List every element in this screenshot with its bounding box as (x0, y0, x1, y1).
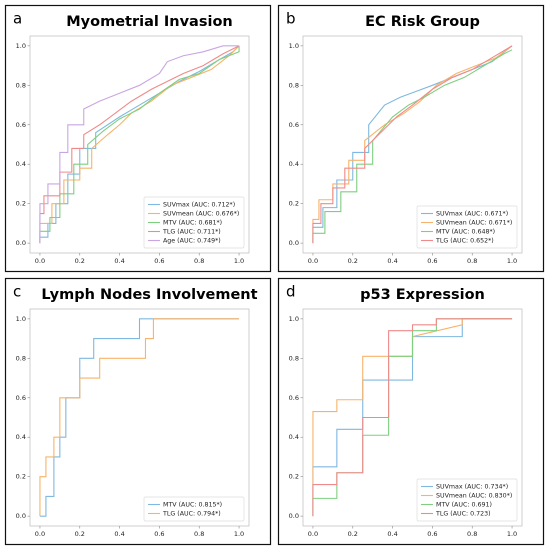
panel-letter: d (286, 283, 296, 301)
y-tick-label: 1.0 (289, 315, 299, 323)
plot-frame (29, 35, 250, 254)
legend-label: TLG (AUC: 0.723) (435, 511, 491, 518)
x-tick-label: 1.0 (234, 257, 244, 265)
panel-letter: b (286, 10, 296, 28)
y-tick-label: 0.6 (289, 121, 299, 129)
y-tick-label: 0.2 (289, 473, 299, 481)
y-tick-label: 0.2 (16, 200, 26, 208)
x-tick-label: 1.0 (234, 530, 244, 538)
x-tick-label: 0.4 (114, 530, 124, 538)
legend-label: TLG (AUC: 0.711*) (162, 229, 221, 236)
x-tick-label: 0.6 (427, 257, 437, 265)
x-tick-label: 1.0 (507, 257, 517, 265)
legend-label: SUVmax (AUC: 0.671*) (436, 211, 508, 218)
legend-label: Age (AUC: 0.749*) (163, 238, 221, 245)
legend-box (143, 196, 245, 249)
x-tick-label: 0.0 (35, 530, 45, 538)
x-tick-label: 0.8 (194, 257, 204, 265)
y-tick-label: 0.4 (289, 433, 299, 441)
legend-label: SUVmax (AUC: 0.712*) (163, 202, 235, 209)
x-tick-label: 0.8 (194, 530, 204, 538)
panel: c Lymph Nodes Involvement 0.0 0.2 0.4 0.6 0.8 1… (4, 277, 272, 546)
legend-box (416, 205, 518, 249)
y-tick-label: 1.0 (16, 315, 26, 323)
panel: b EC Risk Group 0.0 0.2 0.4 0.6 0.8 1.0 0.0 0.2 0.… (277, 4, 545, 273)
roc-line (312, 318, 513, 517)
y-tick-label: 0.8 (16, 81, 26, 89)
x-tick-label: 0.2 (75, 530, 85, 538)
y-tick-label: 1.0 (16, 42, 26, 50)
roc-line (39, 318, 240, 517)
legend-label: SUVmean (AUC: 0.676*) (163, 211, 239, 218)
y-tick-label: 0.0 (16, 512, 26, 520)
plot-frame (302, 35, 523, 254)
legend-label: TLG (AUC: 0.652*) (435, 238, 494, 245)
x-tick-label: 0.4 (387, 530, 397, 538)
panel-letter: c (13, 283, 21, 301)
x-tick-label: 0.2 (348, 257, 358, 265)
x-tick-label: 0.0 (308, 530, 318, 538)
plot-frame (29, 308, 250, 527)
roc-line (39, 318, 240, 517)
roc-line (312, 49, 513, 244)
roc-line (39, 45, 240, 244)
y-tick-label: 0.4 (289, 160, 299, 168)
x-tick-label: 0.2 (348, 530, 358, 538)
chart-title: Myometrial Invasion (66, 14, 232, 30)
legend-label: SUVmean (AUC: 0.830*) (436, 493, 512, 500)
y-tick-label: 0.0 (16, 239, 26, 247)
legend-label: MTV (AUC: 0.815*) (163, 502, 222, 509)
y-tick-label: 0.4 (16, 433, 26, 441)
chart-title: Lymph Nodes Involvement (41, 287, 257, 303)
y-tick-label: 0.0 (289, 512, 299, 520)
y-tick-label: 0.4 (16, 160, 26, 168)
x-tick-label: 0.6 (154, 530, 164, 538)
roc-line (312, 318, 513, 517)
y-tick-label: 0.6 (16, 394, 26, 402)
y-tick-label: 0.8 (289, 354, 299, 362)
legend-label: MTV (AUC: 0.681*) (163, 220, 222, 227)
roc-line (312, 45, 513, 244)
legend-box (143, 496, 245, 522)
legend-box (416, 478, 518, 522)
y-tick-label: 0.8 (289, 81, 299, 89)
x-tick-label: 0.6 (427, 530, 437, 538)
y-tick-label: 1.0 (289, 42, 299, 50)
panel-letter: a (13, 10, 22, 28)
x-tick-label: 0.4 (387, 257, 397, 265)
legend-label: MTV (AUC: 0.691) (436, 502, 492, 509)
chart-title: EC Risk Group (365, 14, 480, 30)
y-tick-label: 0.6 (16, 121, 26, 129)
y-tick-label: 0.2 (16, 473, 26, 481)
y-tick-label: 0.0 (289, 239, 299, 247)
y-tick-label: 0.2 (289, 200, 299, 208)
legend-label: MTV (AUC: 0.648*) (436, 229, 495, 236)
legend-label: SUVmax (AUC: 0.734*) (436, 484, 508, 491)
x-tick-label: 0.0 (35, 257, 45, 265)
x-tick-label: 0.0 (308, 257, 318, 265)
x-tick-label: 0.6 (154, 257, 164, 265)
chart-title: p53 Expression (360, 287, 485, 303)
plot-frame (302, 308, 523, 527)
roc-line (312, 318, 513, 517)
legend-label: SUVmean (AUC: 0.671*) (436, 220, 512, 227)
legend-label: TLG (AUC: 0.794*) (162, 511, 221, 518)
x-tick-label: 0.8 (467, 257, 477, 265)
x-tick-label: 0.4 (114, 257, 124, 265)
panel: a Myometrial Invasion 0.0 0.2 0.4 0.6 0.8 1.0 0.… (4, 4, 272, 273)
roc-line (312, 318, 513, 517)
y-tick-label: 0.8 (16, 354, 26, 362)
y-tick-label: 0.6 (289, 394, 299, 402)
x-tick-label: 1.0 (507, 530, 517, 538)
roc-line (39, 45, 240, 244)
x-tick-label: 0.8 (467, 530, 477, 538)
panel: d p53 Expression 0.0 0.2 0.4 0.6 0.8 1.0 0.0 0.2 0… (277, 277, 545, 546)
x-tick-label: 0.2 (75, 257, 85, 265)
roc-line (39, 45, 240, 244)
roc-line (39, 45, 240, 244)
